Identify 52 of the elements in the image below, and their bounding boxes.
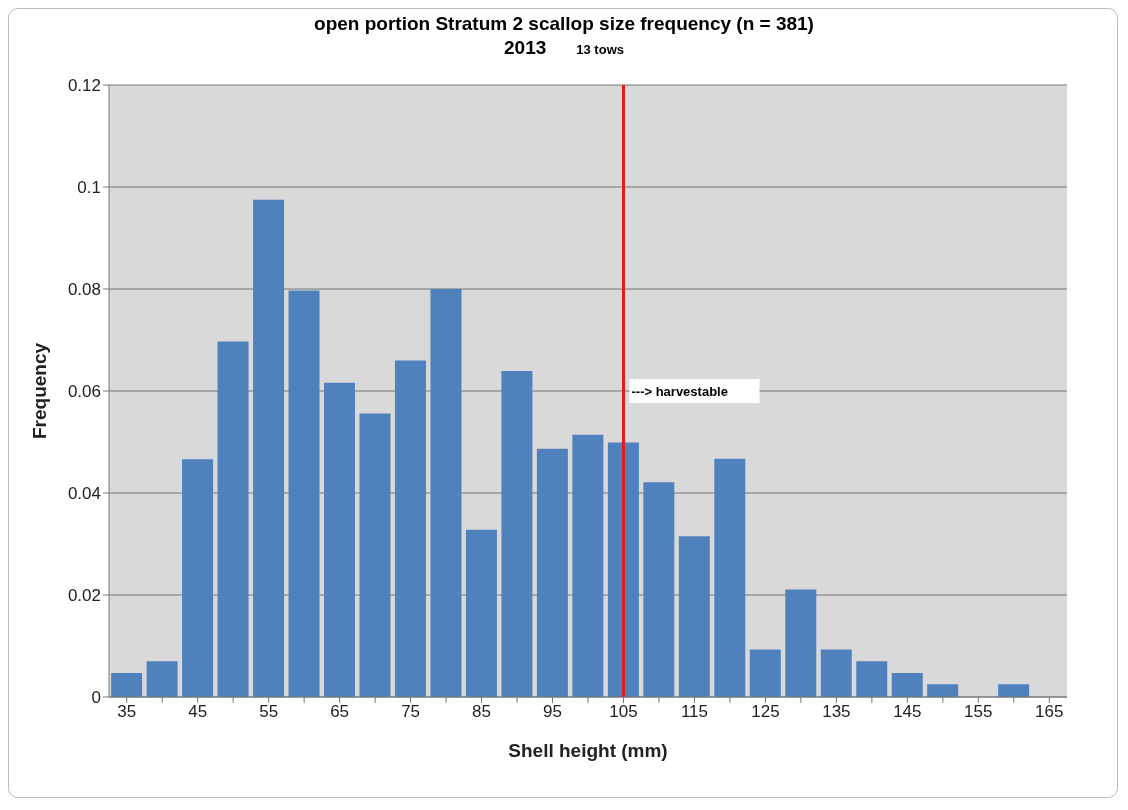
bar <box>536 448 568 697</box>
x-tick-label: 75 <box>401 702 421 722</box>
x-tick-label: 145 <box>893 702 922 722</box>
y-tick-label: 0.12 <box>67 76 101 96</box>
bar <box>430 289 462 697</box>
bar <box>501 371 533 697</box>
bar <box>394 360 426 697</box>
x-tick-label: 35 <box>117 702 137 722</box>
bar <box>927 684 959 697</box>
bar <box>572 434 604 697</box>
x-tick-label: 95 <box>543 702 562 722</box>
bar <box>714 458 746 697</box>
x-tick-label: 105 <box>609 702 638 722</box>
x-tick-label: 115 <box>680 702 708 722</box>
bar <box>785 589 817 697</box>
bar <box>607 442 639 697</box>
x-tick-label: 65 <box>330 702 350 722</box>
y-tick-label: 0 <box>91 688 101 708</box>
bar <box>749 649 781 697</box>
chart-subtitle: 2013 <box>504 37 547 58</box>
x-tick-label: 135 <box>822 702 851 722</box>
y-tick-label: 0.02 <box>67 586 101 606</box>
text: 13 tows <box>576 42 624 57</box>
y-tick-label: 0.06 <box>67 382 101 402</box>
bar <box>288 290 320 697</box>
bar <box>324 382 356 697</box>
bar <box>111 673 143 697</box>
bar <box>253 199 285 697</box>
bar <box>998 684 1030 697</box>
bar <box>643 482 675 697</box>
bar <box>146 661 178 697</box>
bar <box>820 649 852 697</box>
chart-title: open portion Stratum 2 scallop size frequency (n = 381) <box>313 13 815 35</box>
y-tick-label: 0.1 <box>77 178 101 198</box>
bar <box>182 459 214 697</box>
x-tick-label: 155 <box>964 702 993 722</box>
bar <box>856 661 888 697</box>
bar <box>891 673 923 697</box>
x-tick-label: 45 <box>188 702 208 722</box>
x-tick-label: 85 <box>472 702 492 722</box>
bar <box>359 413 391 697</box>
bar <box>465 529 497 697</box>
x-tick-label: 165 <box>1035 702 1064 722</box>
bar <box>678 536 710 697</box>
bar <box>217 341 249 697</box>
annotation: ---> harvestable <box>631 384 728 399</box>
y-tick-label: 0.04 <box>67 484 101 504</box>
y-tick-label: 0.08 <box>67 280 101 300</box>
x-axis-title: Shell height (mm) <box>508 740 668 761</box>
x-tick-label: 55 <box>259 702 279 722</box>
y-axis-title: Frequency <box>28 342 50 440</box>
x-tick-label: 125 <box>751 702 780 722</box>
